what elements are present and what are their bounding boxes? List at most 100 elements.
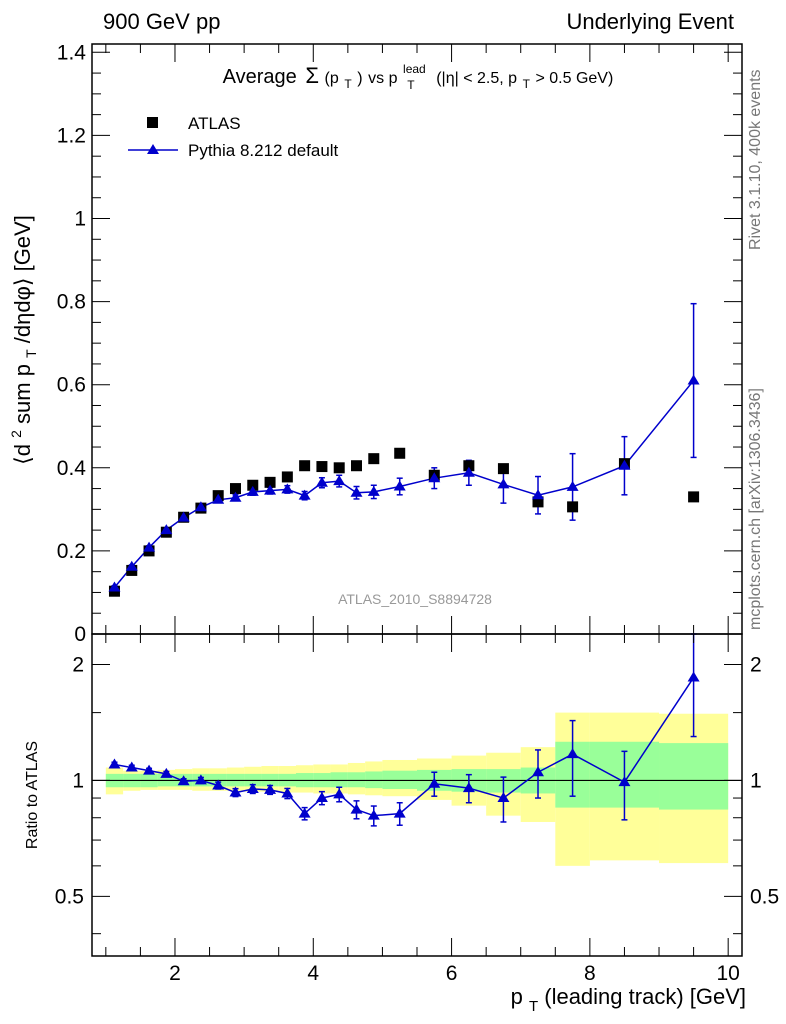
y-axis-title-c: /dηdφ⟩ [GeV] — [10, 215, 35, 343]
plot-title-pt: (p — [325, 70, 339, 87]
analysis-watermark: ATLAS_2010_S8894728 — [338, 591, 492, 607]
ratio-point — [143, 764, 156, 775]
y-tick-label: 0.4 — [57, 457, 87, 480]
plot-title-sigma: Σ — [305, 63, 319, 88]
ratio-point — [108, 758, 121, 769]
ratio-plot: 2 4 6 8 10 0.5 0.5 1 1 2 2 — [55, 633, 779, 985]
y-axis-title: ⟨d 2 sum p T /dηdφ⟩ [GeV] — [1, 215, 41, 465]
atlas-point — [688, 491, 700, 503]
y-tick-label: 1.4 — [57, 41, 87, 64]
y-tick-label: 1.2 — [57, 124, 86, 147]
band-inner-bin — [659, 743, 729, 810]
ratio-point — [367, 809, 380, 820]
mc-point — [532, 489, 545, 500]
ratio-axis-title: Ratio to ATLAS — [24, 741, 41, 849]
atlas-point — [532, 496, 544, 508]
ratio-point — [428, 777, 441, 788]
mc-point — [125, 560, 138, 571]
ratio-point — [194, 774, 207, 785]
atlas-point — [299, 460, 311, 472]
mc-point — [618, 459, 631, 470]
mc-point — [687, 374, 700, 385]
mc-point — [350, 486, 363, 497]
ratio-y-tick-label-right: 2 — [750, 653, 762, 676]
plot-title-cuts-sub: T — [523, 77, 531, 91]
mc-point — [497, 478, 510, 489]
ratio-point — [177, 775, 190, 786]
ratio-y-tick-label-left: 2 — [72, 653, 84, 676]
ratio-point — [229, 786, 242, 797]
y-axis-title-sub: T — [23, 349, 39, 358]
mc-point — [367, 485, 380, 496]
x-axis-title-sub: T — [529, 998, 538, 1015]
y-tick-label: 1 — [74, 208, 86, 231]
ratio-point — [497, 792, 510, 803]
band-inner-bin — [365, 771, 383, 789]
x-tick-label: 4 — [307, 962, 319, 985]
ratio-point — [532, 766, 545, 777]
atlas-point — [229, 483, 241, 495]
ratio-point — [212, 779, 225, 790]
atlas-point — [333, 462, 345, 474]
x-tick-label: 8 — [584, 962, 596, 985]
plot-title-cuts-a: (|η| < 2.5, p — [436, 70, 517, 87]
mc-point — [333, 475, 346, 486]
main-plot: 0 0.2 0.4 0.6 0.8 1 1.2 1.4 — [57, 41, 743, 646]
ratio-point — [618, 776, 631, 787]
mc-point — [298, 489, 311, 500]
mc-point — [246, 485, 259, 496]
x-axis-title-a: p — [511, 984, 523, 1009]
ratio-point — [566, 748, 579, 759]
mc-point — [177, 511, 190, 522]
mc-point — [393, 480, 406, 491]
atlas-point — [264, 476, 276, 488]
ratio-point — [160, 767, 173, 778]
band-inner-bin — [347, 772, 366, 788]
mc-point — [212, 493, 225, 504]
y-tick-label: 0.6 — [57, 374, 86, 397]
ratio-y-tick-label-right: 1 — [750, 769, 762, 792]
ratio-point — [333, 788, 346, 799]
plot-title: Average Σ (p T ) vs p lead T (|η| < 2.5,… — [223, 56, 614, 94]
x-tick-label: 10 — [716, 962, 739, 985]
x-axis-title: p T (leading track) [GeV] — [511, 984, 746, 1016]
mc-point — [229, 491, 242, 502]
mc-point — [566, 480, 579, 491]
legend-marker-atlas — [147, 117, 158, 128]
plot-title-cuts-b: > 0.5 GeV) — [535, 70, 613, 87]
mc-line — [113, 380, 695, 588]
atlas-point — [247, 479, 259, 491]
ratio-y-tick-label-left: 1 — [72, 769, 84, 792]
ratio-point — [246, 782, 259, 793]
header-left: 900 GeV pp — [103, 9, 220, 34]
side-label-rivet: Rivet 3.1.10, 400k events — [747, 69, 764, 250]
ratio-point — [281, 787, 294, 798]
atlas-point — [350, 460, 362, 472]
atlas-point — [316, 461, 328, 473]
ratio-point — [264, 783, 277, 794]
mc-point — [160, 524, 173, 535]
ratio-y-tick-label-left: 0.5 — [55, 885, 84, 908]
ratio-line — [114, 677, 695, 817]
mc-point — [143, 541, 156, 552]
mc-point — [194, 501, 207, 512]
ratio-point — [315, 792, 328, 803]
mc-point — [428, 472, 441, 483]
y-tick-label: 0 — [74, 623, 86, 646]
side-label-mcplots: mcplots.cern.ch [arXiv:1306.3436] — [747, 388, 764, 630]
y-tick-label: 0.8 — [57, 291, 86, 314]
atlas-point — [567, 501, 579, 513]
ratio-point — [687, 671, 700, 682]
atlas-point — [368, 453, 380, 465]
header-right: Underlying Event — [566, 9, 734, 34]
mc-point — [315, 476, 328, 487]
mc-point — [108, 581, 121, 592]
x-axis-title-b: (leading track) [GeV] — [544, 984, 746, 1009]
ratio-point — [350, 803, 363, 814]
legend-label-atlas: ATLAS — [188, 114, 241, 133]
plot-title-vs: vs p — [368, 70, 397, 87]
ratio-point — [125, 761, 138, 772]
atlas-point — [394, 447, 406, 459]
y-axis-title-sup: 2 — [8, 430, 24, 438]
